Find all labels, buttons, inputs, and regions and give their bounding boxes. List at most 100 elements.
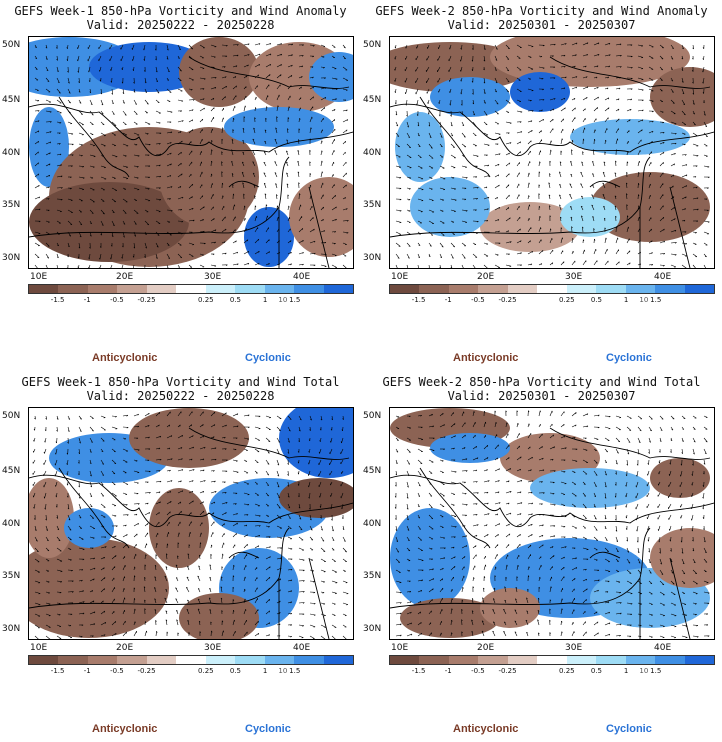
wind-vector (604, 128, 608, 134)
wind-vector (659, 194, 664, 200)
wind-vector (199, 480, 206, 483)
wind-vector (637, 139, 642, 145)
wind-vector-head (418, 244, 421, 246)
wind-vector (331, 44, 336, 48)
wind-vector (450, 608, 453, 615)
wind-vector (89, 503, 93, 508)
wind-vector (450, 165, 456, 168)
wind-vector (231, 139, 234, 145)
wind-vector (570, 206, 573, 211)
wind-vector (527, 480, 534, 483)
wind-vector-head (202, 88, 205, 90)
coastline (58, 467, 130, 549)
wind-vector (175, 564, 179, 571)
wind-vector (670, 459, 672, 465)
wind-vector-head (214, 229, 217, 232)
wind-vector-head (156, 631, 158, 633)
wind-vector (505, 512, 512, 516)
wind-vector-head (309, 149, 311, 152)
wind-vector-head (505, 576, 507, 579)
wind-vector (111, 198, 116, 203)
wind-vector (133, 231, 137, 237)
wind-vector (615, 128, 619, 134)
wind-vector (538, 534, 544, 538)
wind-vector-head (67, 255, 69, 258)
wind-vector-head (651, 240, 653, 243)
wind-vector (89, 415, 94, 419)
wind-vector-head (223, 630, 225, 633)
wind-vector-head (258, 415, 261, 418)
wind-vector-head (464, 556, 466, 558)
wind-vector-head (297, 472, 299, 475)
wind-vector (670, 163, 675, 167)
wind-vector (319, 448, 322, 454)
wind-vector-head (197, 598, 200, 601)
wind-vector (516, 44, 522, 48)
wind-vector (89, 143, 95, 146)
wind-vector-head (310, 195, 312, 197)
wind-vector (691, 481, 694, 486)
wind-vector-head (344, 99, 347, 102)
wind-vector-head (542, 457, 544, 460)
wind-vector-head (321, 150, 323, 153)
wind-vector (670, 55, 674, 60)
colorbar-swatch (684, 285, 714, 293)
wind-vector (417, 437, 423, 440)
wind-vector (199, 138, 203, 145)
wind-vector (220, 597, 223, 604)
wind-vector-head (526, 597, 528, 600)
wind-vector (331, 613, 336, 616)
wind-vector-head (78, 462, 80, 464)
wind-vector (133, 413, 139, 417)
anticyclonic-region (480, 202, 580, 252)
wind-vector (188, 55, 192, 59)
wind-vector-head (410, 622, 412, 625)
wind-vector-head (639, 161, 641, 163)
colorbar-tick-label: 1 (623, 296, 629, 304)
wind-vector-head (581, 195, 583, 197)
wind-vector (494, 502, 501, 505)
wind-vector (111, 121, 117, 126)
wind-vector (648, 217, 652, 222)
wind-vector-head (170, 111, 173, 113)
wind-vector (692, 110, 695, 115)
wind-vector-head (78, 246, 81, 249)
wind-vector-head (629, 119, 631, 122)
wind-vector (276, 600, 281, 604)
cyclonic-region (430, 433, 510, 463)
wind-vector-head (137, 425, 140, 428)
wind-vector-head (702, 92, 704, 94)
colorbar-tick-label: -1.5 (50, 667, 65, 675)
wind-vector-head (530, 491, 533, 494)
wind-vector (637, 119, 644, 123)
wind-vector-head (170, 210, 173, 212)
wind-vector-head (630, 44, 633, 46)
wind-vector (492, 598, 496, 604)
wind-vector (450, 598, 453, 604)
wind-vector (659, 110, 664, 113)
wind-vector-head (659, 551, 661, 554)
wind-vector (670, 264, 676, 268)
wind-vector (111, 535, 117, 538)
wind-vector-head (486, 469, 488, 471)
wind-vector (320, 171, 323, 178)
wind-vector (45, 613, 51, 616)
wind-vector-head (36, 550, 39, 552)
wind-vector-head (440, 136, 443, 138)
wind-vector-head (605, 237, 607, 240)
map-panel-week2-total: GEFS Week-2 850-hPa Vorticity and Wind T… (361, 371, 722, 742)
wind-vector (416, 44, 419, 49)
wind-vector (43, 481, 47, 488)
wind-vector (154, 576, 157, 582)
wind-vector (626, 98, 632, 101)
wind-vector-head (615, 160, 617, 163)
wind-vector (591, 204, 595, 211)
wind-vector-head (280, 54, 283, 56)
wind-vector-head (638, 183, 640, 185)
wind-vector-head (673, 196, 675, 199)
wind-vector (637, 88, 644, 91)
wind-vector-head (539, 576, 541, 579)
wind-vector-head (495, 566, 497, 569)
wind-vector (199, 151, 202, 156)
wind-vector (188, 129, 194, 134)
